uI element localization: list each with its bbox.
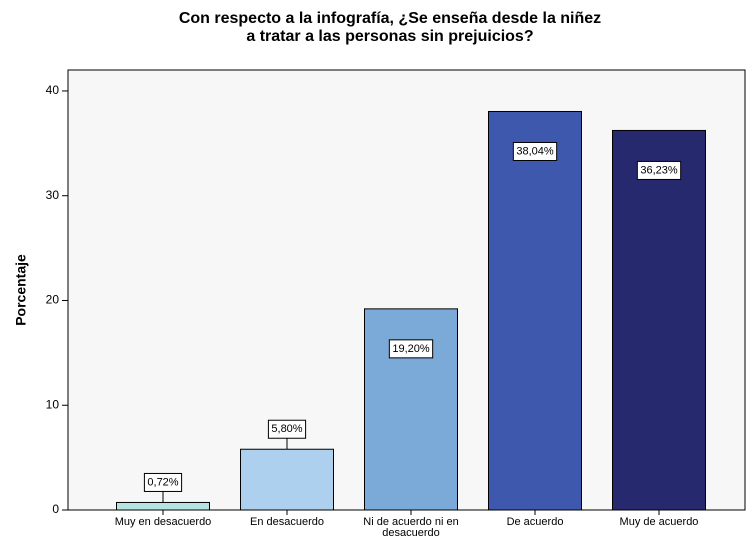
y-tick-label: 20 bbox=[46, 293, 60, 307]
x-tick-label: En desacuerdo bbox=[250, 516, 324, 528]
x-tick-label: De acuerdo bbox=[506, 516, 564, 528]
bar bbox=[364, 308, 458, 511]
data-label: 36,23% bbox=[640, 164, 678, 176]
data-label: 38,04% bbox=[516, 145, 554, 157]
bar bbox=[612, 129, 706, 511]
data-label-box bbox=[143, 472, 183, 492]
y-axis-label: Porcentaje bbox=[13, 254, 29, 326]
x-tick-label: Muy de acuerdo bbox=[619, 516, 699, 528]
data-label-box bbox=[636, 160, 682, 180]
bar bbox=[240, 448, 334, 511]
data-label: 0,72% bbox=[147, 476, 178, 488]
y-tick-label: 0 bbox=[52, 502, 59, 516]
data-label-box bbox=[388, 339, 434, 359]
bar bbox=[488, 110, 582, 511]
y-tick-label: 10 bbox=[46, 397, 60, 411]
chart-title: Con respecto a la infografía, ¿Se enseña… bbox=[178, 10, 602, 45]
data-label-box bbox=[267, 419, 307, 439]
data-label: 5,80% bbox=[271, 423, 302, 435]
bar bbox=[116, 501, 210, 511]
y-tick-label: 30 bbox=[46, 188, 60, 202]
y-tick-label: 40 bbox=[46, 83, 60, 97]
x-tick-label: Ni de acuerdo ni en desacuerdo bbox=[363, 516, 459, 539]
data-label-box bbox=[512, 141, 558, 161]
x-tick-label: Muy en desacuerdo bbox=[114, 516, 212, 528]
data-label: 19,20% bbox=[392, 343, 430, 355]
